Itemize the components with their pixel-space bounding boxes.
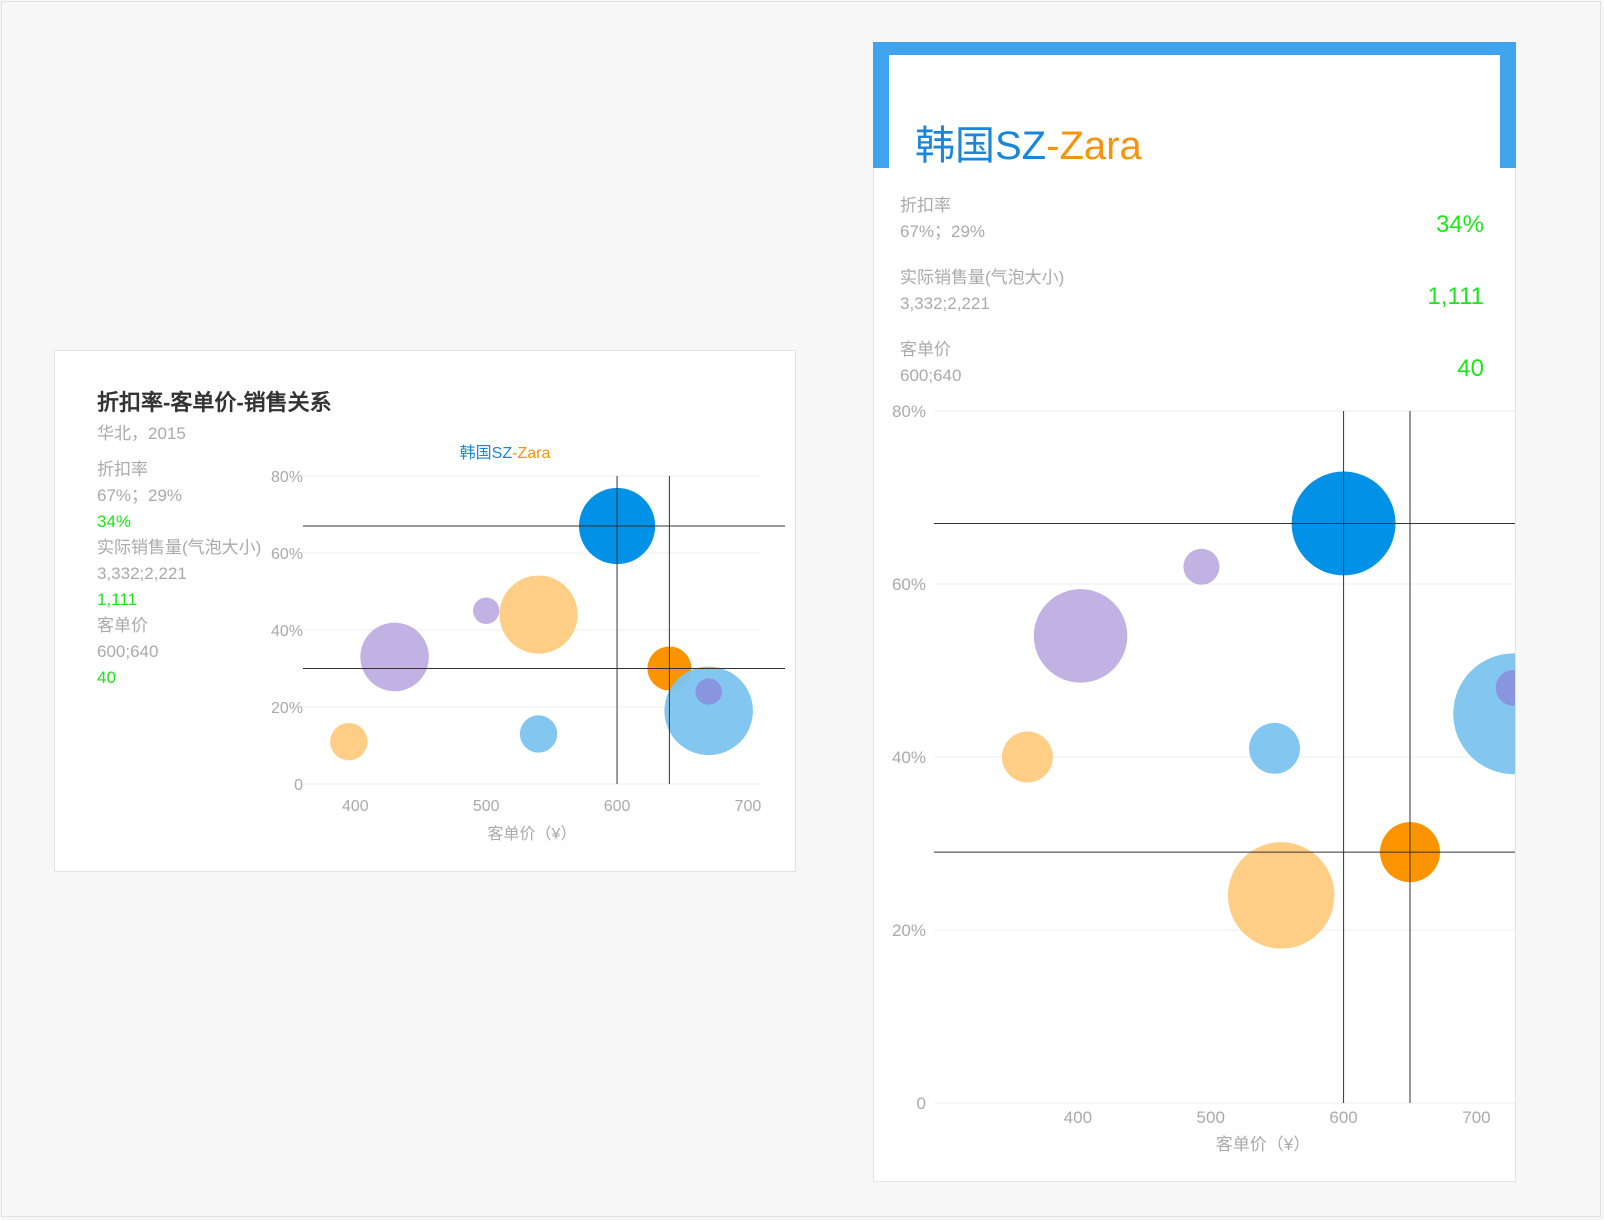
- metric-sales-volume: 实际销售量(气泡大小) 3,332;2,221 1,111: [97, 535, 261, 613]
- bubble-2[interactable]: [1453, 653, 1515, 775]
- detail-title-brand: Zara: [1059, 124, 1142, 168]
- metric-values: 600;640: [97, 642, 159, 661]
- y-tick-label: 20%: [892, 921, 926, 940]
- bubble-6[interactable]: [1183, 548, 1220, 585]
- bubble-6[interactable]: [473, 597, 500, 624]
- bubble-8[interactable]: [1001, 731, 1053, 783]
- metric-discount: 折扣率 67%；29% 34%: [900, 193, 1484, 265]
- x-tick-label: 500: [1197, 1108, 1225, 1127]
- y-tick-label: 40%: [892, 748, 926, 767]
- x-tick-label: 600: [1329, 1108, 1357, 1127]
- detail-header: 韩国SZ-Zara: [873, 42, 1516, 169]
- metric-unit-price: 客单价 600;640 40: [97, 613, 261, 691]
- bubble-3[interactable]: [1495, 669, 1515, 706]
- bubble-2[interactable]: [664, 666, 753, 756]
- y-tick-label: 60%: [271, 546, 303, 563]
- x-tick-label: 400: [342, 798, 369, 815]
- detail-title-store: 韩国SZ: [915, 124, 1047, 168]
- chart-title: 韩国SZ-Zara: [405, 439, 605, 463]
- bubble-chart-left: 0 20% 40% 60% 80% 400 500 600 700 客单价（¥）: [271, 469, 785, 843]
- x-tick-label: 700: [735, 798, 762, 815]
- metric-label: 实际销售量(气泡大小): [97, 538, 262, 557]
- y-tick-label: 0: [294, 777, 303, 794]
- metric-result: 34%: [1435, 211, 1484, 238]
- bubble-3[interactable]: [695, 678, 722, 705]
- metric-result: 1,111: [97, 590, 138, 609]
- metric-label: 客单价: [900, 340, 951, 359]
- chart-title-sep: -: [512, 445, 518, 462]
- metric-label: 实际销售量(气泡大小): [900, 268, 1065, 287]
- detail-title-sep: -: [1046, 124, 1060, 168]
- bubble-8[interactable]: [330, 722, 368, 761]
- y-tick-label: 0: [917, 1094, 926, 1113]
- metric-result: 34%: [97, 512, 132, 531]
- detail-card: 韩国SZ-Zara 折扣率 67%；29% 34% 实际销售量(气泡大小) 3,…: [873, 42, 1516, 1182]
- metric-values: 67%；29%: [900, 222, 986, 241]
- metrics-panel: 折扣率 67%；29% 34% 实际销售量(气泡大小) 3,332;2,221 …: [97, 457, 261, 691]
- metric-label: 客单价: [97, 616, 148, 635]
- metric-result: 40: [97, 668, 116, 687]
- y-tick-label: 60%: [892, 575, 926, 594]
- x-axis-label: 客单价（¥）: [1216, 1135, 1310, 1154]
- card-title: 折扣率-客单价-销售关系: [97, 390, 332, 415]
- metric-discount: 折扣率 67%；29% 34%: [97, 457, 261, 535]
- metric-sales-volume: 实际销售量(气泡大小) 3,332;2,221 1,111: [900, 265, 1484, 337]
- bubble-chart-card: 折扣率-客单价-销售关系 华北，2015 折扣率 67%；29% 34% 实际销…: [54, 350, 796, 872]
- bubble-4[interactable]: [1227, 842, 1335, 949]
- y-tick-label: 20%: [271, 700, 303, 717]
- y-tick-label: 80%: [892, 403, 926, 421]
- y-tick-label: 40%: [271, 623, 303, 640]
- metric-result: 40: [1457, 355, 1484, 382]
- detail-metrics: 折扣率 67%；29% 34% 实际销售量(气泡大小) 3,332;2,221 …: [900, 193, 1484, 409]
- metric-result: 1,111: [1427, 283, 1485, 310]
- x-tick-label: 700: [1462, 1108, 1490, 1127]
- bubble-5[interactable]: [360, 622, 429, 692]
- x-tick-label: 500: [473, 798, 500, 815]
- metric-values: 3,332;2,221: [900, 294, 990, 313]
- metric-values: 67%；29%: [97, 486, 183, 505]
- bubble-4[interactable]: [499, 575, 578, 654]
- metric-values: 3,332;2,221: [97, 564, 187, 583]
- x-tick-label: 400: [1064, 1108, 1092, 1127]
- detail-title: 韩国SZ-Zara: [915, 113, 1142, 171]
- bubble-7[interactable]: [519, 715, 558, 753]
- metric-label: 折扣率: [97, 460, 148, 479]
- metric-values: 600;640: [900, 366, 962, 385]
- chart-title-store: 韩国SZ: [459, 445, 513, 462]
- y-tick-label: 80%: [271, 469, 303, 486]
- bubble-chart-right: 0 20% 40% 60% 80% 400 500 600 700 客单价（¥）: [892, 403, 1515, 1154]
- metric-label: 折扣率: [900, 196, 951, 215]
- bubble-7[interactable]: [1249, 722, 1300, 774]
- x-axis-label: 客单价（¥）: [488, 825, 577, 843]
- bubble-5[interactable]: [1033, 589, 1128, 683]
- x-tick-label: 600: [604, 798, 631, 815]
- card-subtitle: 华北，2015: [97, 424, 186, 443]
- metric-unit-price: 客单价 600;640 40: [900, 337, 1484, 409]
- chart-title-brand: Zara: [517, 445, 551, 462]
- detail-header-inner: 韩国SZ-Zara: [889, 55, 1500, 169]
